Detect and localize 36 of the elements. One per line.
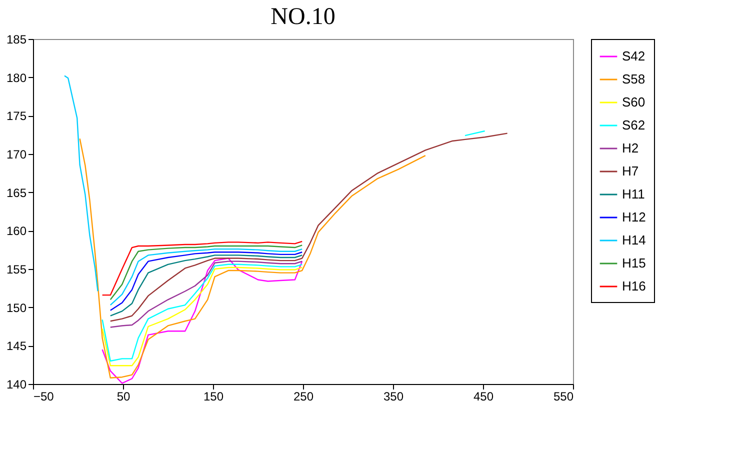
legend-label: S62: [622, 118, 646, 132]
y-tick-label: 150: [6, 300, 27, 315]
y-tick-label: 140: [6, 378, 27, 392]
y-tick-label: 160: [6, 224, 27, 238]
line-series: [79, 138, 426, 378]
x-tick-label: 150: [203, 390, 224, 404]
x-tick-label: 450: [473, 390, 494, 404]
legend-label: H16: [622, 278, 646, 294]
legend-label: H15: [622, 256, 646, 270]
legend-label: S58: [622, 72, 646, 86]
line-series: [110, 260, 303, 328]
y-tick-label: 170: [6, 148, 27, 162]
line-series: [102, 266, 303, 366]
x-tick-label: −50: [34, 390, 54, 404]
y-tick-label: 145: [6, 339, 27, 354]
y-tick-label: 185: [6, 32, 27, 46]
line-series: [110, 132, 508, 322]
line-series: [102, 240, 303, 296]
x-tick-label: 350: [383, 390, 404, 404]
y-tick-label: 165: [6, 186, 27, 200]
line-series: [102, 258, 303, 384]
y-tick-label: 155: [6, 262, 27, 276]
x-tick-label: 50: [116, 390, 130, 404]
x-tick-label: 550: [553, 390, 574, 404]
line-series: [110, 244, 303, 300]
y-tick-label: 175: [6, 109, 27, 124]
x-tick-label: 250: [293, 390, 314, 404]
chart-title: NO.10: [270, 4, 336, 30]
legend-label: S60: [622, 94, 646, 110]
legend-label: S42: [622, 48, 646, 64]
legend-label: H12: [622, 210, 646, 224]
legend-label: H14: [622, 232, 646, 248]
legend-label: H7: [622, 164, 639, 178]
y-tick-label: 180: [6, 70, 27, 85]
legend-label: H11: [622, 186, 645, 202]
legend-label: H2: [622, 140, 639, 156]
